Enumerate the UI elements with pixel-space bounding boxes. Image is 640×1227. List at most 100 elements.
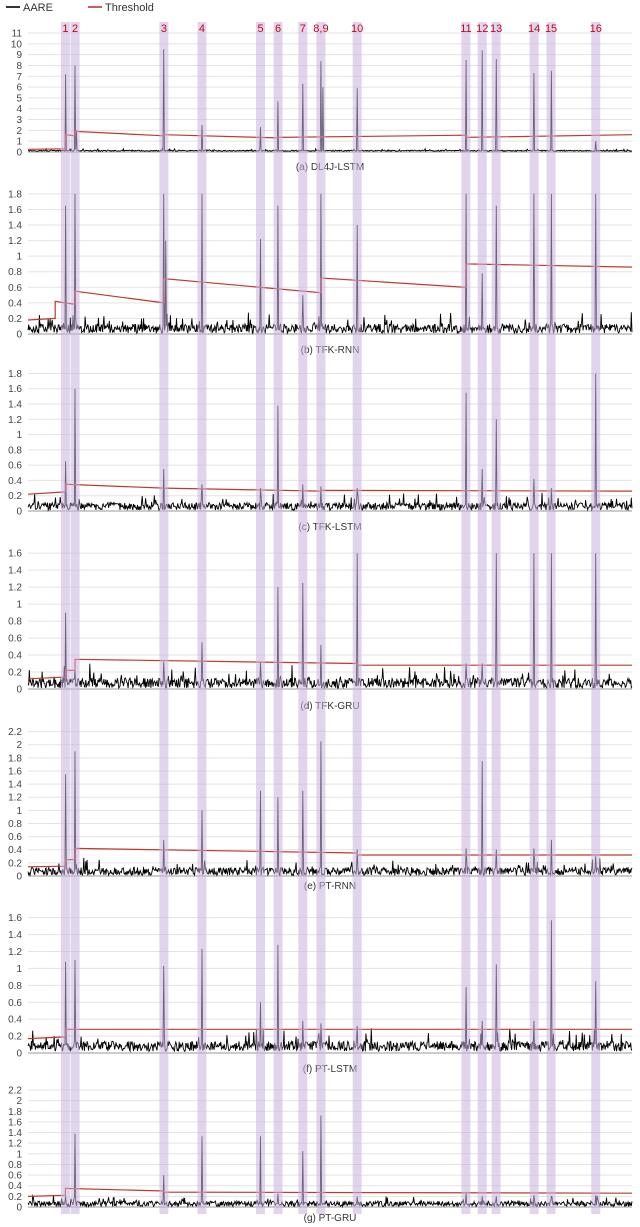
y-tick-label: 0.2 (8, 1192, 22, 1203)
panel-caption: (c) TFK-LSTM (298, 522, 361, 533)
y-tick-label: 8 (16, 61, 22, 72)
anomaly-band (316, 22, 326, 1214)
y-tick-label: 1.8 (8, 753, 22, 764)
y-tick-label: 0.4 (8, 1015, 22, 1026)
y-tick-label: 1 (16, 600, 22, 611)
y-tick-label: 0 (16, 330, 22, 341)
panel-caption: (e) PT-RNN (304, 881, 356, 892)
y-tick-label: 1.4 (8, 221, 22, 232)
series-threshold (27, 1187, 633, 1197)
y-tick-label: 2.2 (8, 1085, 22, 1096)
y-tick-label: 0.6 (8, 634, 22, 645)
y-tick-label: 11 (12, 29, 23, 40)
y-tick-label: 1.6 (8, 913, 22, 924)
series-threshold (27, 1028, 632, 1040)
anomaly-band (273, 22, 283, 1214)
y-tick-label: 0 (16, 685, 22, 696)
anomaly-band-label: 10 (351, 23, 363, 35)
y-tick-label: 0.4 (8, 1181, 22, 1192)
y-tick-label: 1.6 (8, 766, 22, 777)
y-tick-label: 0.8 (8, 617, 22, 628)
y-tick-label: 0.8 (8, 267, 22, 278)
y-tick-label: 0.2 (8, 491, 22, 502)
y-tick-label: 0 (16, 507, 22, 518)
anomaly-band (352, 22, 362, 1214)
y-tick-label: 9 (16, 50, 22, 61)
y-tick-label: 2 (16, 740, 22, 751)
panel-caption: (g) PT-GRU (304, 1213, 357, 1224)
y-tick-label: 4 (16, 104, 22, 115)
y-tick-label: 1.8 (8, 189, 22, 200)
y-tick-label: 0 (16, 872, 22, 883)
y-tick-label: 1.2 (8, 583, 22, 594)
y-tick-label: 1 (16, 430, 22, 441)
anomaly-band (70, 22, 80, 1214)
y-tick-label: 0.8 (8, 981, 22, 992)
y-tick-label: 1 (16, 964, 22, 975)
anomaly-band (591, 22, 601, 1214)
anomaly-band (491, 22, 501, 1214)
y-tick-label: 6 (16, 83, 22, 94)
y-tick-label: 0.4 (8, 298, 22, 309)
anomaly-band-label: 12 (476, 23, 488, 35)
anomaly-band-label: 6 (275, 23, 281, 35)
series-threshold (27, 847, 632, 868)
anomaly-band-label: 8,9 (313, 23, 328, 35)
y-tick-label: 0.2 (8, 314, 22, 325)
y-tick-label: 0.6 (8, 1171, 22, 1182)
anomaly-band-label: 1 (62, 23, 68, 35)
y-tick-label: 0.6 (8, 283, 22, 294)
y-tick-label: 1.4 (8, 1128, 22, 1139)
y-tick-label: 0 (16, 148, 22, 159)
y-tick-label: 2 (16, 126, 22, 137)
y-tick-label: 0.4 (8, 845, 22, 856)
y-tick-label: 5 (16, 93, 22, 104)
y-tick-label: 1 (16, 252, 22, 263)
anomaly-band (256, 22, 266, 1214)
y-tick-label: 0.6 (8, 832, 22, 843)
anomaly-band-label: 13 (490, 23, 502, 35)
y-tick-label: 1.6 (8, 384, 22, 395)
y-tick-label: 0.2 (8, 1032, 22, 1043)
y-tick-label: 0.4 (8, 476, 22, 487)
y-tick-label: 0 (16, 1203, 22, 1214)
series-threshold (27, 263, 633, 321)
anomaly-band-label: 2 (72, 23, 78, 35)
y-tick-label: 0.2 (8, 858, 22, 869)
legend-label-aare: AARE (23, 2, 53, 14)
y-tick-label: 0.6 (8, 461, 22, 472)
anomaly-band-label: 5 (257, 23, 263, 35)
series-threshold (27, 658, 632, 680)
legend-label-threshold: Threshold (105, 2, 154, 14)
series-threshold (27, 483, 633, 495)
y-tick-label: 1 (16, 137, 22, 148)
y-tick-label: 0.8 (8, 445, 22, 456)
y-tick-label: 1.4 (8, 566, 22, 577)
anomaly-band (546, 22, 556, 1214)
anomaly-band-label: 16 (590, 23, 602, 35)
y-tick-label: 2 (16, 1096, 22, 1107)
y-tick-label: 1 (16, 806, 22, 817)
anomaly-band (197, 22, 207, 1214)
y-tick-label: 1 (16, 1149, 22, 1160)
y-tick-label: 1.6 (8, 549, 22, 560)
y-tick-label: 3 (16, 115, 22, 126)
y-tick-label: 1.6 (8, 1117, 22, 1128)
panel-caption: (b) TFK-RNN (301, 345, 360, 356)
y-tick-label: 1.2 (8, 947, 22, 958)
y-tick-label: 1.2 (8, 415, 22, 426)
panel-caption: (a) DL4J-LSTM (296, 162, 364, 173)
y-tick-label: 0.2 (8, 668, 22, 679)
series-threshold (27, 130, 633, 150)
y-tick-label: 0.8 (8, 1160, 22, 1171)
chart-legend: AARE Threshold (6, 2, 154, 14)
y-tick-label: 1.6 (8, 205, 22, 216)
anomaly-band (60, 22, 70, 1214)
anomaly-band-label: 14 (528, 23, 540, 35)
y-tick-label: 0.8 (8, 819, 22, 830)
y-tick-label: 10 (11, 39, 23, 50)
y-tick-label: 0.4 (8, 651, 22, 662)
anomaly-band-label: 7 (300, 23, 306, 35)
